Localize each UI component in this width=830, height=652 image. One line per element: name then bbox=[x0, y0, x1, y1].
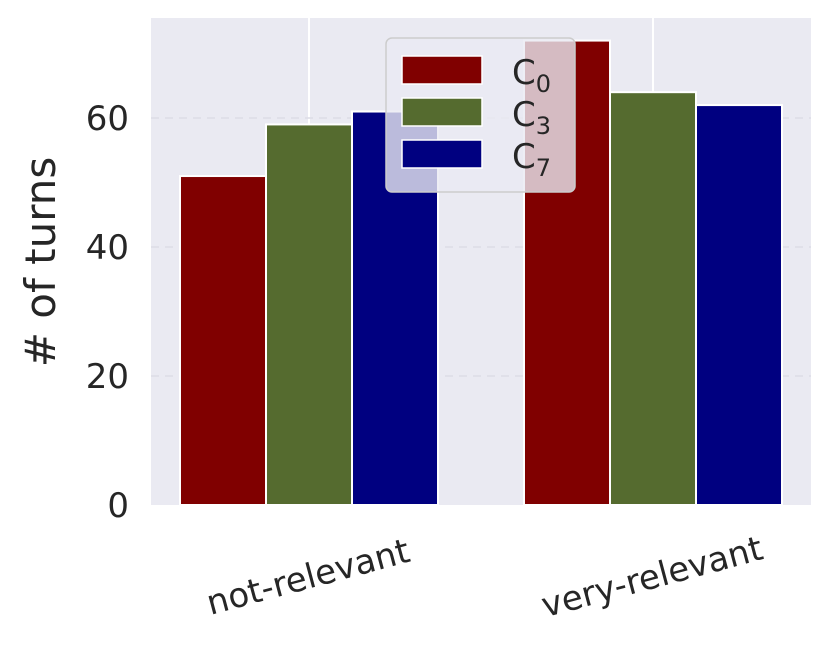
legend-label-c0: C0 bbox=[512, 53, 551, 98]
y-tick-label: 20 bbox=[86, 357, 129, 397]
bar-c0-not-relevant bbox=[179, 175, 267, 506]
y-tick-label: 0 bbox=[107, 486, 129, 526]
legend-swatch-c7 bbox=[401, 139, 483, 169]
x-axis-ticks: not-relevant very-relevant bbox=[202, 529, 767, 626]
bar-c7-very-relevant bbox=[695, 104, 783, 506]
legend-swatch-c3 bbox=[401, 97, 483, 127]
legend-label-c7: C7 bbox=[512, 137, 551, 182]
y-axis-title: # of turns bbox=[16, 157, 65, 368]
bar-c3-very-relevant bbox=[609, 91, 697, 507]
y-tick-label: 60 bbox=[86, 99, 129, 139]
y-axis-ticks: 0 20 40 60 bbox=[86, 99, 129, 526]
y-tick-label: 40 bbox=[86, 228, 129, 268]
legend-label-c3: C3 bbox=[512, 95, 551, 140]
x-tick-label-very-relevant: very-relevant bbox=[537, 529, 767, 626]
bar-c3-not-relevant bbox=[265, 123, 353, 507]
legend-swatch-c0 bbox=[401, 55, 483, 85]
x-tick-label-not-relevant: not-relevant bbox=[202, 531, 414, 624]
